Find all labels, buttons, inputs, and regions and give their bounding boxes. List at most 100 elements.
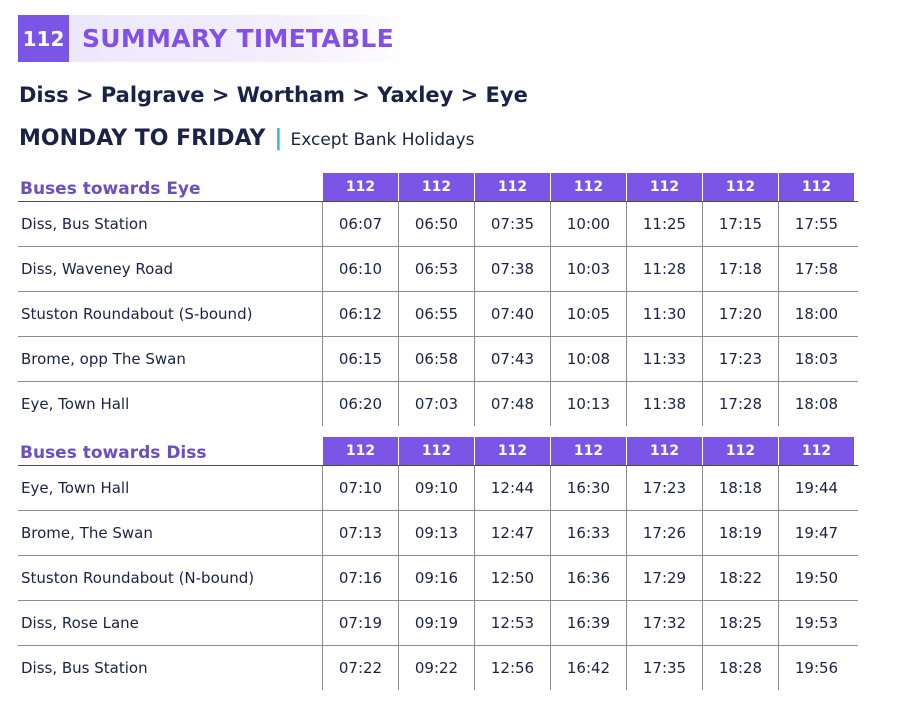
departure-time: 17:23 xyxy=(702,337,778,381)
stop-name: Stuston Roundabout (S-bound) xyxy=(21,305,253,323)
departure-time: 06:07 xyxy=(322,202,398,246)
departure-time: 17:26 xyxy=(626,511,702,555)
departure-time: 19:47 xyxy=(778,511,854,555)
departure-time: 06:20 xyxy=(322,382,398,426)
stop-name: Diss, Rose Lane xyxy=(21,614,139,632)
departure-time: 07:43 xyxy=(474,337,550,381)
timetable-towards-diss: Buses towards Diss 112 112 112 112 112 1… xyxy=(18,437,858,690)
service-number-header: 112 xyxy=(626,437,702,465)
departure-time: 17:29 xyxy=(626,556,702,600)
departure-time: 10:03 xyxy=(550,247,626,291)
stop-name: Brome, The Swan xyxy=(21,524,153,542)
table-row: Diss, Bus Station 07:22 09:22 12:56 16:4… xyxy=(18,646,858,690)
departure-time: 17:28 xyxy=(702,382,778,426)
departure-time: 07:38 xyxy=(474,247,550,291)
service-number-header: 112 xyxy=(550,173,626,201)
departure-time: 12:44 xyxy=(474,466,550,510)
departure-time: 11:28 xyxy=(626,247,702,291)
departure-time: 07:40 xyxy=(474,292,550,336)
service-number-header: 112 xyxy=(778,437,854,465)
departure-time: 07:03 xyxy=(398,382,474,426)
departure-time: 16:36 xyxy=(550,556,626,600)
departure-time: 07:16 xyxy=(322,556,398,600)
departure-time: 16:42 xyxy=(550,646,626,690)
departure-time: 17:35 xyxy=(626,646,702,690)
table-row: Eye, Town Hall 07:10 09:10 12:44 16:30 1… xyxy=(18,466,858,511)
departure-time: 11:38 xyxy=(626,382,702,426)
stop-name: Eye, Town Hall xyxy=(21,395,130,413)
departure-time: 06:50 xyxy=(398,202,474,246)
departure-time: 12:50 xyxy=(474,556,550,600)
departure-time: 18:28 xyxy=(702,646,778,690)
table-row: Stuston Roundabout (S-bound) 06:12 06:55… xyxy=(18,292,858,337)
stop-name: Diss, Waveney Road xyxy=(21,260,174,278)
departure-time: 16:33 xyxy=(550,511,626,555)
timetable-section-title: Buses towards Eye xyxy=(20,179,201,199)
departure-time: 16:39 xyxy=(550,601,626,645)
departure-time: 18:22 xyxy=(702,556,778,600)
service-number-header: 112 xyxy=(474,173,550,201)
table-row: Diss, Waveney Road 06:10 06:53 07:38 10:… xyxy=(18,247,858,292)
departure-time: 06:58 xyxy=(398,337,474,381)
departure-time: 18:08 xyxy=(778,382,854,426)
departure-time: 09:22 xyxy=(398,646,474,690)
departure-time: 09:13 xyxy=(398,511,474,555)
timetable-banner: 112 SUMMARY TIMETABLE xyxy=(18,15,416,62)
departure-time: 11:25 xyxy=(626,202,702,246)
departure-time: 17:58 xyxy=(778,247,854,291)
service-days-note: Except Bank Holidays xyxy=(290,130,475,150)
service-number-header: 112 xyxy=(474,437,550,465)
service-number-header: 112 xyxy=(778,173,854,201)
departure-time: 07:13 xyxy=(322,511,398,555)
departure-time: 06:15 xyxy=(322,337,398,381)
service-number-header: 112 xyxy=(398,173,474,201)
departure-time: 10:08 xyxy=(550,337,626,381)
table-row: Brome, opp The Swan 06:15 06:58 07:43 10… xyxy=(18,337,858,382)
table-row: Brome, The Swan 07:13 09:13 12:47 16:33 … xyxy=(18,511,858,556)
departure-time: 06:12 xyxy=(322,292,398,336)
departure-time: 12:56 xyxy=(474,646,550,690)
stop-name: Brome, opp The Swan xyxy=(21,350,186,368)
departure-time: 17:23 xyxy=(626,466,702,510)
departure-time: 10:13 xyxy=(550,382,626,426)
departure-time: 11:33 xyxy=(626,337,702,381)
departure-time: 06:53 xyxy=(398,247,474,291)
departure-time: 09:10 xyxy=(398,466,474,510)
departure-time: 17:15 xyxy=(702,202,778,246)
service-days-title: MONDAY TO FRIDAY xyxy=(19,126,266,151)
departure-time: 18:18 xyxy=(702,466,778,510)
departure-time: 07:22 xyxy=(322,646,398,690)
stop-name: Diss, Bus Station xyxy=(21,215,148,233)
table-row: Stuston Roundabout (N-bound) 07:16 09:16… xyxy=(18,556,858,601)
departure-time: 10:05 xyxy=(550,292,626,336)
departure-time: 19:44 xyxy=(778,466,854,510)
table-row: Diss, Rose Lane 07:19 09:19 12:53 16:39 … xyxy=(18,601,858,646)
departure-time: 19:50 xyxy=(778,556,854,600)
departure-time: 09:19 xyxy=(398,601,474,645)
service-number-header: 112 xyxy=(322,437,398,465)
service-number-header: 112 xyxy=(322,173,398,201)
service-number-header: 112 xyxy=(550,437,626,465)
departure-time: 17:32 xyxy=(626,601,702,645)
table-row: Eye, Town Hall 06:20 07:03 07:48 10:13 1… xyxy=(18,382,858,426)
timetable-header-row: Buses towards Diss 112 112 112 112 112 1… xyxy=(18,437,858,466)
departure-time: 10:00 xyxy=(550,202,626,246)
route-number-badge: 112 xyxy=(18,15,69,62)
timetable-section-title: Buses towards Diss xyxy=(20,443,207,463)
departure-time: 06:55 xyxy=(398,292,474,336)
departure-time: 19:53 xyxy=(778,601,854,645)
service-number-header: 112 xyxy=(626,173,702,201)
departure-time: 07:35 xyxy=(474,202,550,246)
departure-time: 17:20 xyxy=(702,292,778,336)
stop-name: Eye, Town Hall xyxy=(21,479,130,497)
timetable-header-row: Buses towards Eye 112 112 112 112 112 11… xyxy=(18,173,858,202)
departure-time: 12:53 xyxy=(474,601,550,645)
service-number-header: 112 xyxy=(398,437,474,465)
departure-time: 06:10 xyxy=(322,247,398,291)
service-number-header: 112 xyxy=(702,173,778,201)
departure-time: 18:03 xyxy=(778,337,854,381)
departure-time: 18:25 xyxy=(702,601,778,645)
departure-time: 16:30 xyxy=(550,466,626,510)
route-stops-line: Diss > Palgrave > Wortham > Yaxley > Eye xyxy=(19,83,528,107)
service-days-line: MONDAY TO FRIDAY | Except Bank Holidays xyxy=(19,126,475,151)
